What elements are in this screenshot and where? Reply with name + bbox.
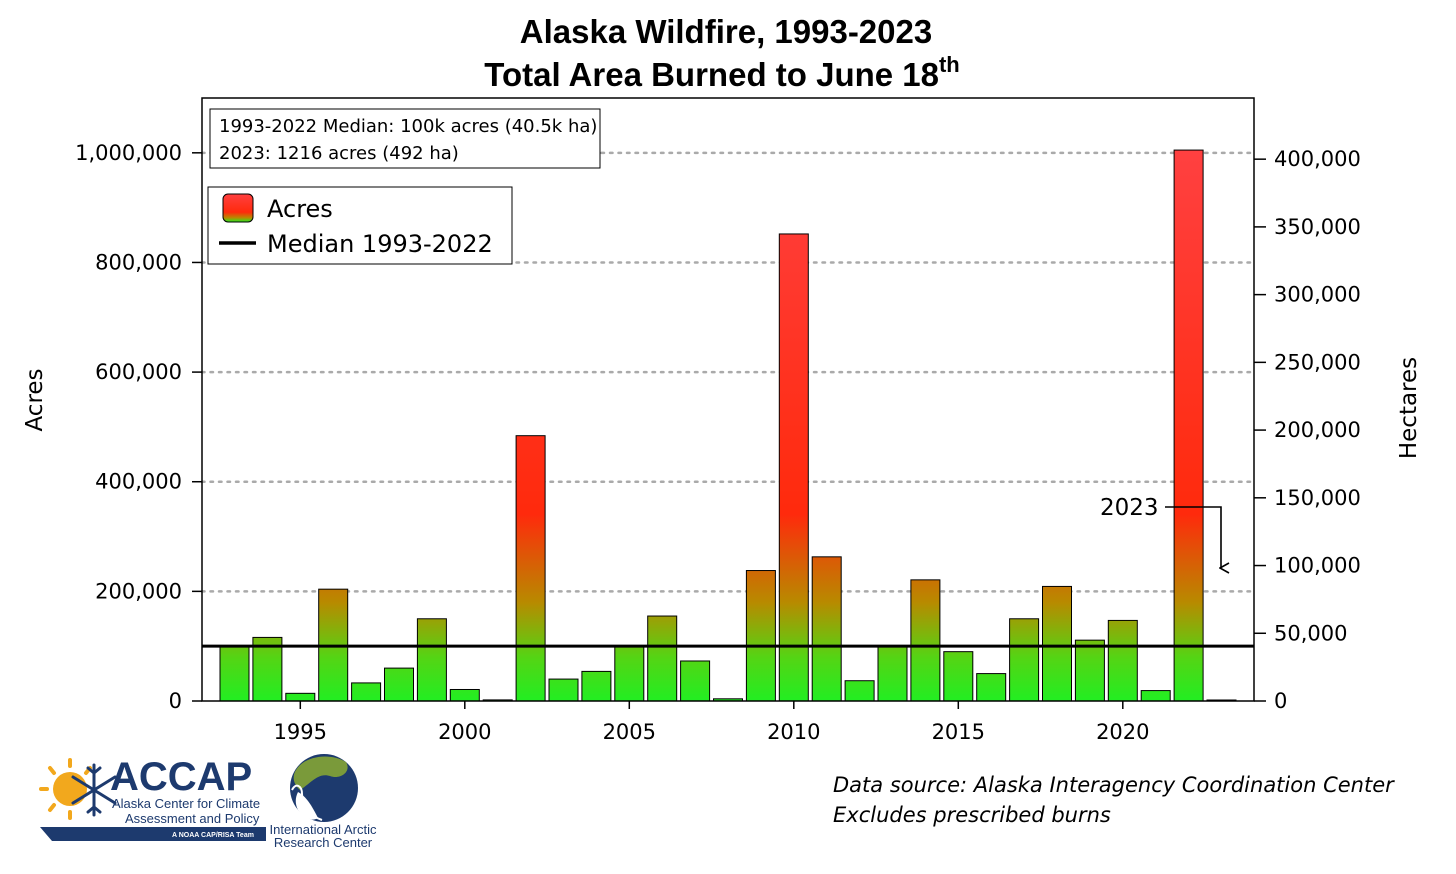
y2-tick-label: 150,000: [1274, 486, 1361, 510]
y2-tick-label: 400,000: [1274, 147, 1361, 171]
y-tick-label: 400,000: [95, 470, 182, 494]
y-axis-title: Acres: [22, 368, 48, 431]
bar-1994: [252, 636, 283, 702]
y2-tick-label: 300,000: [1274, 283, 1361, 307]
x-axis-ticks: 1995 2000 2005 2010 2015 2020: [274, 701, 1150, 744]
bar-2019: [1074, 639, 1105, 702]
y2-tick-label: 200,000: [1274, 418, 1361, 442]
y2-tick-label: 100,000: [1274, 554, 1361, 578]
y-tick-label: 1,000,000: [75, 141, 182, 165]
plot-frame: [201, 97, 1255, 702]
bar-1998: [384, 667, 414, 702]
iarc-line-2: Research Center: [274, 835, 373, 850]
legend-acres-swatch: [222, 193, 254, 223]
x-tick-label: 2010: [767, 720, 820, 744]
bar-2017: [1009, 618, 1040, 702]
chart-subtitle: Total Area Burned to June 18th: [484, 52, 960, 93]
y2-tick-label: 350,000: [1274, 215, 1361, 239]
source-line-2: Excludes prescribed burns: [833, 803, 1111, 827]
annotation-2023: 2023: [1100, 495, 1221, 568]
snowflake-icon: [71, 763, 117, 817]
iarc-line-1: International Arctic: [270, 822, 377, 837]
source-line-1: Data source: Alaska Interagency Coordina…: [833, 773, 1395, 797]
y2-axis-title: Hectares: [1396, 357, 1422, 459]
bar-2005: [614, 645, 645, 702]
info-box-median: 1993-2022 Median: 100k acres (40.5k ha): [219, 116, 597, 137]
left-axis-ticks: 0 200,000 400,000 600,000 800,000 1,000,000: [75, 141, 202, 713]
bar-2022: [1173, 149, 1204, 702]
bar-2014: [910, 579, 941, 702]
bar-2002: [515, 435, 546, 702]
y-tick-label: 200,000: [95, 579, 182, 603]
bar-2006: [647, 615, 678, 702]
info-box-frame: [209, 108, 601, 169]
bar-2015: [943, 651, 974, 702]
bars: [219, 149, 1237, 702]
accap-line-2: Assessment and Policy: [125, 811, 260, 826]
chart-subtitle-superscript: th: [939, 52, 960, 77]
annotation-2023-arrow: [1165, 506, 1221, 568]
y-tick-label: 800,000: [95, 250, 182, 274]
accap-logo: ACCAP Alaska Center for Climate Assessme…: [39, 755, 266, 841]
chart-subtitle-main: Total Area Burned to June 18: [484, 56, 939, 93]
bar-1993: [219, 645, 250, 702]
bar-2016: [976, 673, 1007, 702]
annotation-2023-label: 2023: [1100, 495, 1159, 521]
bar-2011: [811, 556, 842, 702]
bar-2020: [1107, 619, 1138, 702]
y2-tick-label: 0: [1274, 689, 1287, 713]
chart-title: Alaska Wildfire, 1993-2023: [520, 13, 932, 50]
bar-1997: [351, 682, 382, 702]
sun-icon: [39, 758, 92, 820]
info-box: 1993-2022 Median: 100k acres (40.5k ha) …: [209, 108, 601, 169]
y-tick-label: 0: [169, 689, 182, 713]
accap-wordmark: ACCAP: [110, 755, 252, 799]
bar-1995: [285, 692, 316, 702]
bar-2004: [581, 670, 612, 702]
y-tick-label: 600,000: [95, 360, 182, 384]
bar-2000: [449, 688, 480, 702]
gridlines: [200, 151, 1256, 593]
accap-banner: [40, 827, 266, 841]
x-tick-label: 2005: [603, 720, 656, 744]
bar-2021: [1140, 690, 1171, 702]
y2-tick-label: 50,000: [1274, 621, 1347, 645]
x-tick-label: 2000: [438, 720, 491, 744]
accap-tagline: A NOAA CAP/RISA Team: [172, 832, 254, 839]
bar-2007: [680, 660, 711, 702]
bar-2018: [1042, 585, 1072, 702]
iarc-logo: International Arctic Research Center: [270, 754, 377, 850]
y2-tick-label: 250,000: [1274, 350, 1361, 374]
legend: Acres Median 1993-2022: [207, 186, 513, 265]
x-tick-label: 1995: [274, 720, 327, 744]
bar-2003: [548, 678, 579, 702]
bar-2012: [844, 680, 875, 702]
bar-2009: [745, 570, 776, 702]
x-tick-label: 2015: [932, 720, 985, 744]
globe-icon: [290, 754, 358, 822]
legend-median-label: Median 1993-2022: [267, 230, 493, 258]
legend-acres-label: Acres: [267, 195, 333, 223]
info-box-2023: 2023: 1216 acres (492 ha): [219, 143, 459, 164]
right-axis-ticks: 0 50,000 100,000 150,000 200,000 250,000 300,0…: [1254, 147, 1361, 713]
bar-1999: [416, 618, 447, 702]
bar-2010: [778, 233, 809, 702]
bar-2013: [877, 645, 908, 702]
accap-line-1: Alaska Center for Climate: [112, 796, 260, 811]
legend-frame: [207, 186, 513, 265]
x-tick-label: 2020: [1096, 720, 1149, 744]
